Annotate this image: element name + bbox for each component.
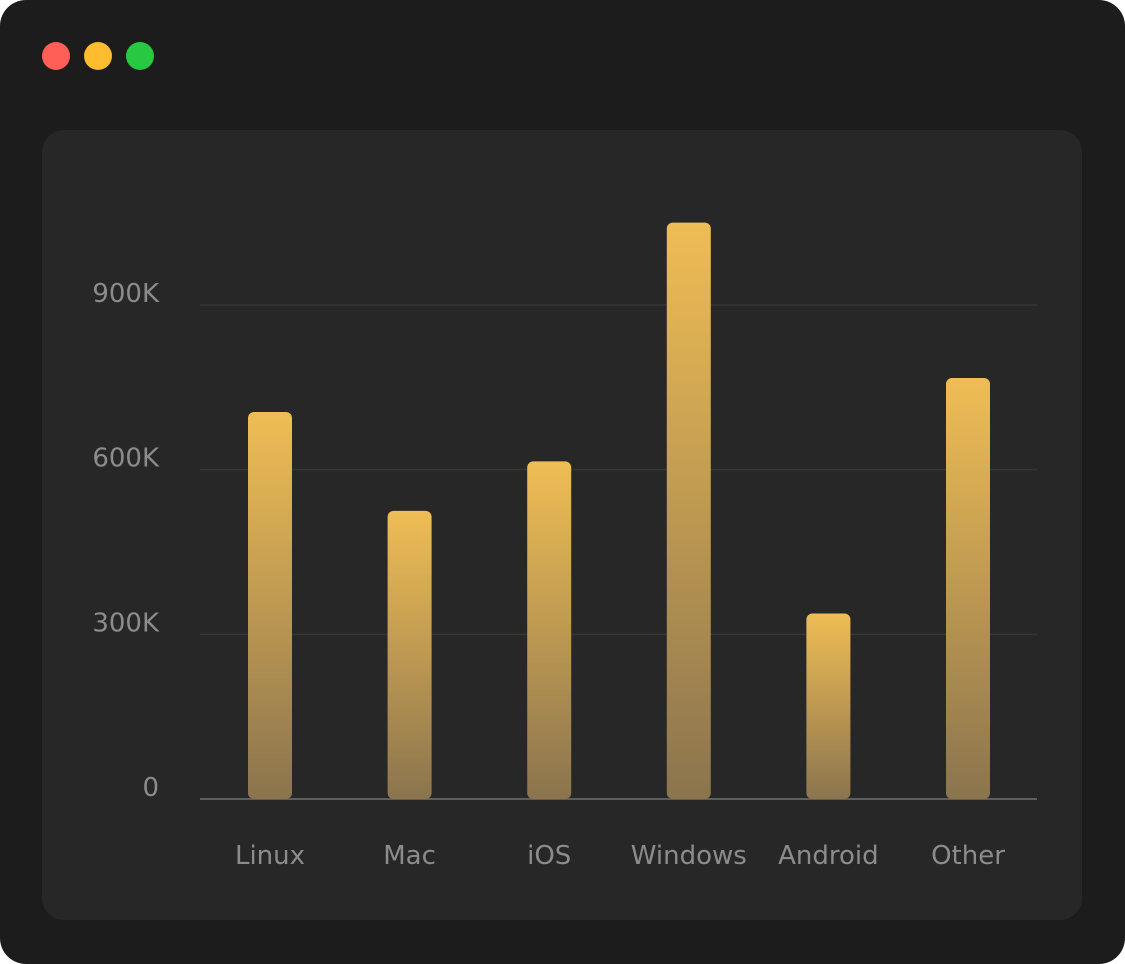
x-tick-label: Mac [383, 841, 436, 871]
grid-lines [200, 304, 1037, 800]
window-controls [42, 42, 154, 70]
y-tick-label: 300K [92, 608, 160, 638]
y-axis-tick-labels: 0 300K 600K 900K [92, 279, 160, 803]
bar-mac[interactable] [387, 510, 432, 799]
bar-android[interactable] [806, 613, 851, 799]
bar-other[interactable] [946, 378, 990, 799]
y-tick-label: 600K [92, 444, 160, 474]
x-tick-label: iOS [527, 841, 571, 871]
x-tick-label: Linux [235, 841, 305, 871]
bar-linux[interactable] [248, 412, 292, 799]
x-tick-label: Windows [631, 841, 747, 871]
x-tick-label: Android [778, 841, 879, 871]
bar-windows[interactable] [666, 222, 711, 799]
zoom-button[interactable] [126, 42, 154, 70]
bars [248, 222, 990, 799]
y-tick-label: 900K [92, 279, 160, 309]
x-tick-label: Other [931, 841, 1005, 871]
bar-ios[interactable] [527, 461, 572, 799]
close-button[interactable] [42, 42, 70, 70]
y-tick-label: 0 [142, 773, 159, 803]
x-axis-category-labels: Linux Mac iOS Windows Android Other [235, 841, 1005, 871]
minimize-button[interactable] [84, 42, 112, 70]
